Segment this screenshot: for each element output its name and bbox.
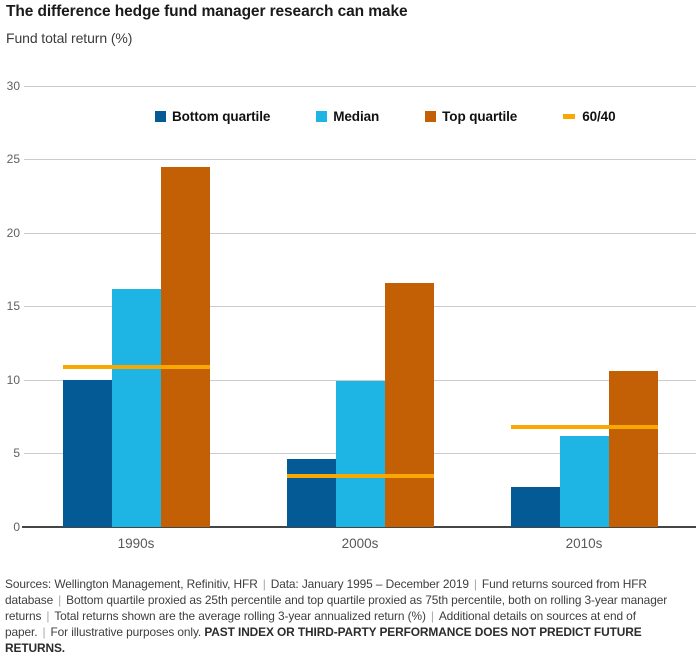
gridline-25 <box>24 159 696 160</box>
chart-title: The difference hedge fund manager resear… <box>6 3 408 20</box>
legend-label-60-40: 60/40 <box>582 109 616 124</box>
gridline-20 <box>24 232 696 234</box>
bar-bottom-quartile-2010s <box>510 487 560 527</box>
y-tick-5: 5 <box>13 446 20 460</box>
overlay-60-40-2000s <box>286 473 434 478</box>
gridline-15 <box>24 306 696 307</box>
x-category-2000s: 2000s <box>341 536 379 551</box>
y-tick-30: 30 <box>6 78 20 93</box>
legend: Bottom quartile Median Top quartile 60/4… <box>155 109 616 124</box>
x-category-2010s: 2010s <box>565 536 603 551</box>
legend-label-median: Median <box>333 109 380 124</box>
x-axis-line <box>22 526 696 528</box>
bar-bottom-quartile-2000s <box>286 459 336 527</box>
footer-segment: For illustrative purposes only. <box>50 625 202 639</box>
gridline-10 <box>24 379 696 381</box>
footer-separator: | <box>58 593 62 607</box>
bar-median-2000s <box>335 381 385 527</box>
bar-top-quartile-2000s <box>384 282 434 527</box>
footer-segment: Bottom quartile proxied as 25th percenti… <box>5 593 668 623</box>
overlay-60-40-1990s <box>62 364 210 369</box>
y-tick-15: 15 <box>6 299 20 313</box>
footer-segment: Fund returns sourced from HFR database <box>5 577 647 607</box>
y-tick-25: 25 <box>6 152 20 166</box>
legend-swatch-top-quartile-icon <box>425 111 437 122</box>
overlay-60-40-2010s <box>510 425 658 430</box>
x-category-1990s: 1990s <box>117 536 155 551</box>
footer-separator: | <box>262 577 266 591</box>
footer-separator: | <box>46 609 50 623</box>
legend-swatch-median-icon <box>316 111 328 122</box>
y-tick-0: 0 <box>13 519 20 534</box>
chart-subtitle: Fund total return (%) <box>6 30 133 46</box>
bar-median-1990s <box>111 288 161 527</box>
footer-segment: Data: January 1995 – December 2019 <box>270 577 469 591</box>
legend-swatch-bottom-quartile-icon <box>155 111 166 122</box>
footer-separator: | <box>473 577 477 591</box>
y-tick-10: 10 <box>6 372 20 387</box>
bar-top-quartile-1990s <box>160 166 210 527</box>
footer-disclaimer-bold: PAST INDEX OR THIRD-PARTY PERFORMANCE DO… <box>5 625 642 655</box>
legend-swatch-60-40-icon <box>563 114 576 119</box>
footer-separator: | <box>42 625 46 639</box>
y-tick-20: 20 <box>6 225 20 240</box>
legend-item-median: Median <box>316 109 379 124</box>
bar-median-2010s <box>559 435 609 527</box>
bar-bottom-quartile-1990s <box>62 380 112 527</box>
footer-separator: | <box>430 609 434 623</box>
legend-item-60-40: 60/40 <box>563 109 616 124</box>
footer-segment: Total returns shown are the average roll… <box>54 609 426 623</box>
legend-item-top-quartile: Top quartile <box>425 109 517 124</box>
footer-segment: Sources: Wellington Management, Refiniti… <box>5 577 258 591</box>
legend-label-top-quartile: Top quartile <box>442 109 518 124</box>
source-footnote: Sources: Wellington Management, Refiniti… <box>5 576 696 656</box>
bar-top-quartile-2010s <box>608 371 658 527</box>
gridline-30 <box>24 85 696 87</box>
legend-item-bottom-quartile: Bottom quartile <box>155 109 270 124</box>
footer-segment: Additional details on sources at end of … <box>5 609 636 639</box>
legend-label-bottom-quartile: Bottom quartile <box>172 109 271 124</box>
